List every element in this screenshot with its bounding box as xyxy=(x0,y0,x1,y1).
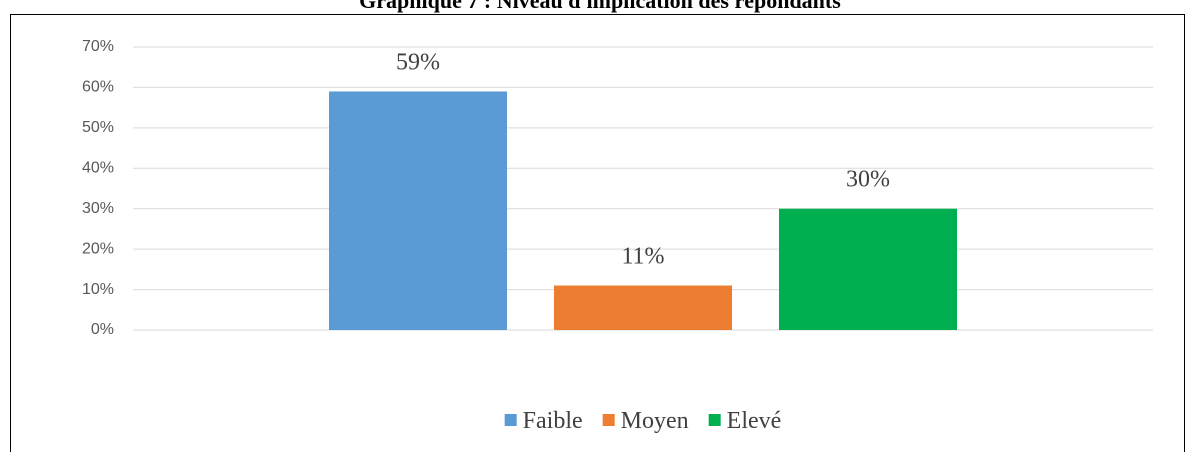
legend-label: Faible xyxy=(523,408,583,434)
y-tick-label: 40% xyxy=(82,160,114,177)
chart-title: Graphique 7 : Niveau d'implication des r… xyxy=(359,0,841,13)
legend-label: Moyen xyxy=(621,408,689,434)
y-tick-label: 70% xyxy=(82,38,114,55)
y-tick-label: 50% xyxy=(82,119,114,136)
data-label: 59% xyxy=(396,49,440,75)
legend-label: Elevé xyxy=(727,408,782,434)
legend-item: Moyen xyxy=(602,408,689,434)
bar xyxy=(554,285,732,330)
legend-item: Elevé xyxy=(708,408,782,434)
chart-frame xyxy=(10,14,1185,452)
y-tick-label: 10% xyxy=(82,281,114,298)
y-tick-label: 60% xyxy=(82,79,114,96)
y-tick-label: 0% xyxy=(91,321,114,338)
legend-swatch xyxy=(708,414,721,426)
data-label: 11% xyxy=(621,244,664,270)
legend-item: Faible xyxy=(504,408,583,434)
bar xyxy=(779,208,957,330)
legend-swatch xyxy=(602,414,615,426)
data-label: 30% xyxy=(846,167,890,193)
legend-swatch xyxy=(504,414,517,426)
bar xyxy=(329,91,507,330)
y-tick-label: 20% xyxy=(82,240,114,257)
y-tick-label: 30% xyxy=(82,200,114,217)
